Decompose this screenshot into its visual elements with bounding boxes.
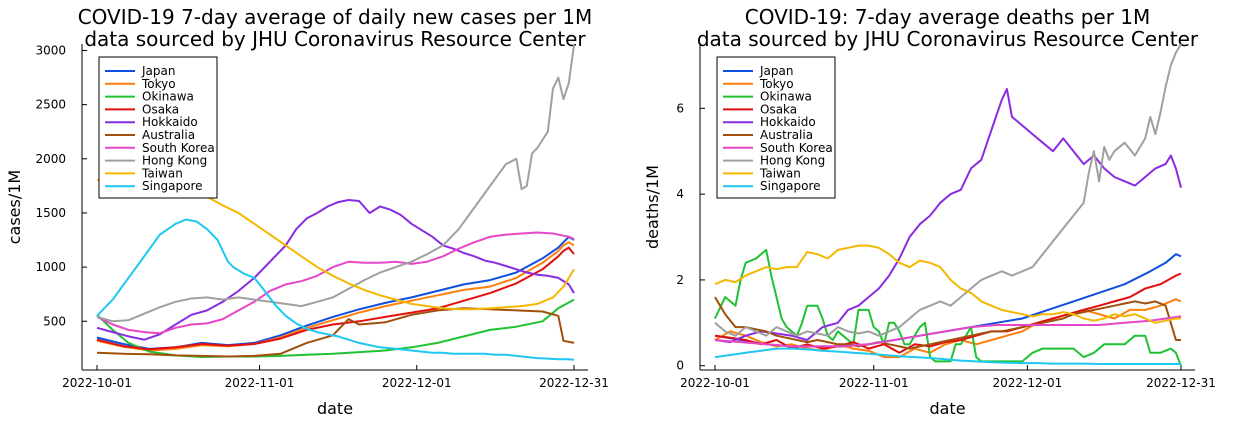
series-line-australia <box>714 296 1181 350</box>
series-line-osaka <box>96 246 575 351</box>
y-tick-label: 2000 <box>35 152 66 166</box>
chart-subtitle: data sourced by JHU Coronavirus Resource… <box>84 27 586 51</box>
x-tick-label: 2022-11-01 <box>839 376 909 390</box>
legend-label: Tokyo <box>759 77 794 91</box>
series-line-hokkaido <box>714 88 1182 344</box>
legend-label: Singapore <box>142 179 203 193</box>
series-line-tokyo <box>714 298 1182 359</box>
series-line-hong-kong <box>96 44 575 323</box>
series-line-singapore <box>714 347 1181 365</box>
series-line-okinawa <box>714 248 1182 367</box>
legend-label: Singapore <box>760 179 821 193</box>
legend-label: Okinawa <box>760 90 812 104</box>
y-tick-label: 1000 <box>35 260 66 274</box>
legend-label: Taiwan <box>141 166 183 180</box>
legend-label: South Korea <box>142 141 215 155</box>
y-axis-label: deaths/1M <box>643 165 662 249</box>
x-axis-label: date <box>929 399 965 418</box>
y-axis-label: cases/1M <box>5 170 24 245</box>
legend-label: Australia <box>760 128 813 142</box>
series-line-singapore <box>96 218 575 361</box>
x-tick-label: 2022-10-01 <box>680 376 750 390</box>
series-line-australia <box>96 307 575 358</box>
chart-panel-1: COVID-19 7-day average of daily new case… <box>5 5 609 418</box>
series-line-south-korea <box>714 315 1182 348</box>
series-line-tokyo <box>96 241 575 352</box>
x-tick-label: 2022-11-01 <box>225 376 295 390</box>
legend-label: Japan <box>759 64 793 78</box>
series-line-okinawa <box>96 298 575 358</box>
legend-label: Taiwan <box>759 166 801 180</box>
y-tick-label: 3000 <box>35 43 66 57</box>
y-tick-label: 0 <box>676 359 684 373</box>
legend-label: Australia <box>142 128 195 142</box>
chart-subtitle: data sourced by JHU Coronavirus Resource… <box>697 27 1199 51</box>
y-tick-label: 2500 <box>35 98 66 112</box>
legend-box <box>98 56 218 199</box>
legend-label: Osaka <box>760 102 797 116</box>
x-axis-label: date <box>317 399 353 418</box>
legend-label: Tokyo <box>141 77 176 91</box>
x-tick-label: 2022-12-01 <box>992 376 1062 390</box>
x-tick-label: 2022-12-31 <box>539 376 609 390</box>
y-tick-label: 4 <box>676 187 684 201</box>
x-tick-label: 2022-10-01 <box>62 376 132 390</box>
series-line-south-korea <box>96 231 575 335</box>
legend-label: Hokkaido <box>142 115 198 129</box>
legend-box <box>716 56 836 199</box>
series-line-taiwan <box>714 244 1181 324</box>
legend: JapanTokyoOkinawaOsakaHokkaidoAustraliaS… <box>98 56 218 199</box>
x-tick-label: 2022-12-01 <box>382 376 452 390</box>
legend-label: South Korea <box>760 141 833 155</box>
x-tick-label: 2022-12-31 <box>1146 376 1216 390</box>
y-tick-label: 6 <box>676 101 684 115</box>
legend-label: Hokkaido <box>760 115 816 129</box>
legend-label: Osaka <box>142 102 179 116</box>
legend-label: Okinawa <box>142 90 194 104</box>
series-line-hong-kong <box>714 43 1182 337</box>
chart-title: COVID-19: 7-day average deaths per 1M <box>745 5 1151 29</box>
y-tick-label: 1500 <box>35 206 66 220</box>
legend-label: Hong Kong <box>142 154 207 168</box>
chart-panel-2: COVID-19: 7-day average deaths per 1Mdat… <box>643 5 1216 418</box>
y-tick-label: 500 <box>43 314 66 328</box>
legend-label: Japan <box>141 64 175 78</box>
legend-label: Hong Kong <box>760 154 825 168</box>
legend: JapanTokyoOkinawaOsakaHokkaidoAustraliaS… <box>716 56 836 199</box>
series-line-hokkaido <box>96 199 575 341</box>
y-tick-label: 2 <box>676 273 684 287</box>
chart-title: COVID-19 7-day average of daily new case… <box>78 5 593 29</box>
